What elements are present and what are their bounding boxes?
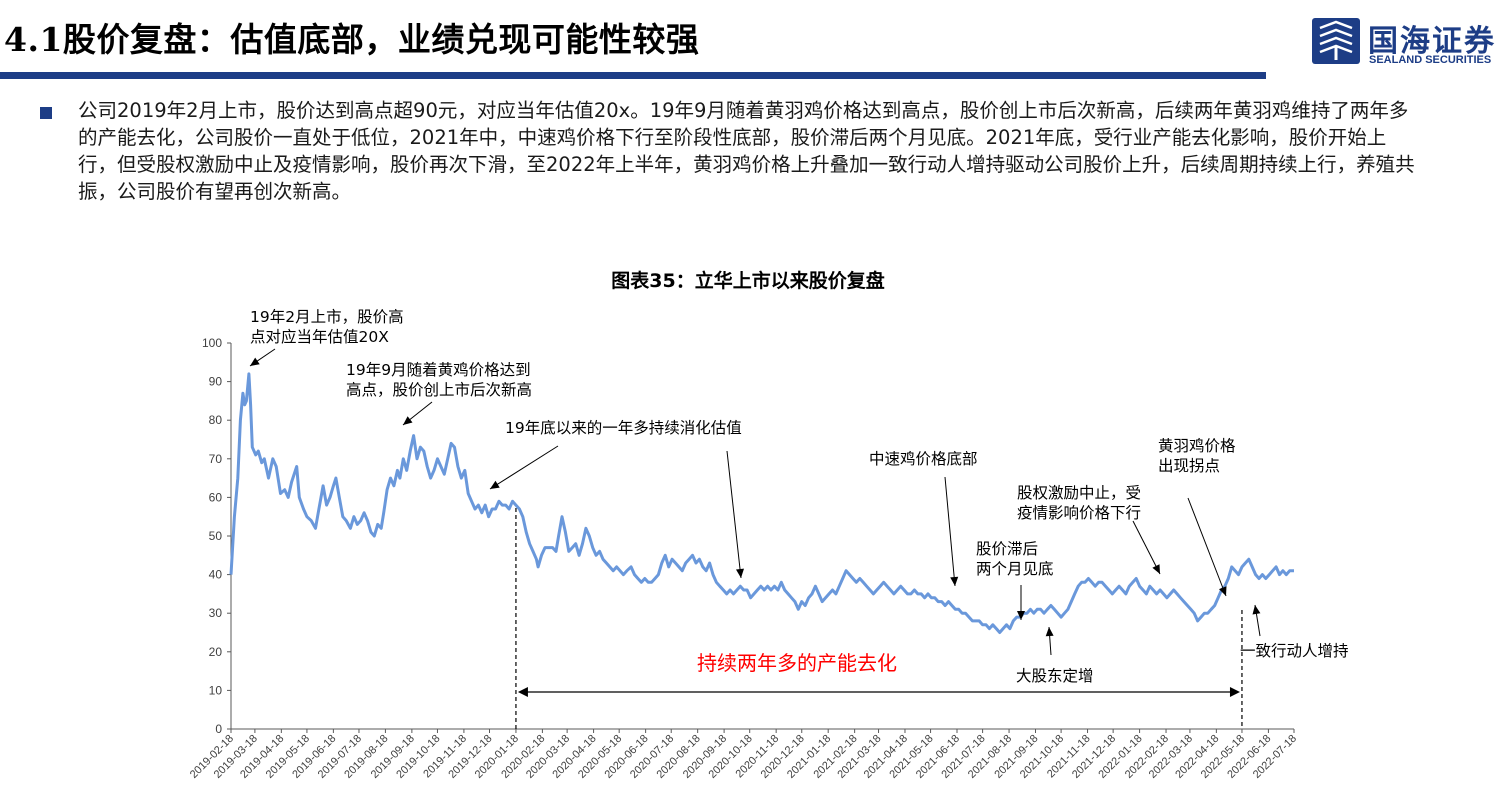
logo-chinese-text: 国海证券: [1368, 24, 1496, 59]
y-tick-label: 100: [202, 336, 222, 350]
summary-paragraph: 公司2019年2月上市，股价达到高点超90元，对应当年估值20x。19年9月随着…: [78, 99, 1415, 203]
y-tick-label: 60: [209, 490, 223, 504]
annotation-line: 中速鸡价格底部: [869, 450, 978, 468]
annotation-arrow-line: [1187, 497, 1227, 597]
y-tick-label: 40: [209, 568, 223, 582]
annotation-arrow-line: [489, 445, 559, 490]
bullet-icon: [40, 107, 52, 119]
annotation-line: 两个月见底: [976, 560, 1054, 578]
y-tick-label: 20: [209, 645, 223, 659]
annotation-line: 一致行动人增持: [1240, 642, 1349, 660]
span-arrow-right-head: [1229, 687, 1240, 697]
annotation-label: 股价滞后两个月见底: [976, 540, 1054, 578]
y-tick-label: 90: [209, 375, 223, 389]
annotation-line: 大股东定增: [1016, 667, 1094, 685]
annotation-arrow-head: [1045, 627, 1054, 637]
annotation-arrow-head: [1017, 611, 1025, 620]
annotation-label: 黄羽鸡价格出现拐点: [1158, 437, 1236, 475]
annotation-arrow-head: [736, 568, 744, 578]
annotation-label: 19年底以来的一年多持续消化估值: [505, 419, 742, 437]
span-arrow-left-head: [517, 687, 528, 697]
price-series-line: [229, 372, 1294, 634]
annotation-label: 股权激励中止，受疫情影响价格下行: [1017, 484, 1141, 522]
annotation-line: 股权激励中止，受: [1017, 484, 1141, 502]
annotation-label: 一致行动人增持: [1240, 642, 1349, 660]
annotation-line: 点对应当年估值20X: [250, 327, 389, 346]
annotation-arrow-head: [403, 416, 413, 425]
annotation-arrow-line: [944, 476, 956, 587]
annotation-line: 黄羽鸡价格: [1158, 437, 1236, 455]
company-logo: 国海证券 SEALAND SECURITIES: [1312, 16, 1496, 68]
annotation-line: 股价滞后: [976, 540, 1038, 558]
annotation-label: 大股东定增: [1016, 667, 1094, 685]
y-tick-label: 80: [209, 413, 223, 427]
annotation-arrow-head: [1219, 586, 1227, 596]
annotation-arrow-head: [1252, 605, 1261, 615]
annotation-line: 出现拐点: [1158, 457, 1220, 475]
annotation-line: 19年底以来的一年多持续消化估值: [505, 419, 742, 437]
annotation-arrow-line: [726, 450, 742, 579]
annotation-line: 持续两年多的产能去化: [697, 651, 897, 675]
annotation-arrow-line: [1132, 520, 1161, 575]
annotation-label: 19年2月上市，股价高点对应当年估值20X: [250, 308, 404, 346]
y-tick-label: 50: [209, 529, 223, 543]
annotation-label: 19年9月随着黄鸡价格达到高点，股价创上市后次新高: [346, 361, 532, 399]
annotation-label: 中速鸡价格底部: [869, 450, 978, 468]
annotation-arrow-head: [490, 480, 500, 489]
y-tick-label: 0: [215, 722, 222, 736]
annotation-line: 疫情影响价格下行: [1017, 504, 1141, 522]
sealand-logo-icon: [1312, 18, 1360, 64]
annotation-line: 19年9月随着黄鸡价格达到: [346, 361, 531, 379]
y-tick-label: 10: [209, 683, 223, 697]
annotation-arrow-head: [950, 576, 959, 586]
annotation-line: 19年2月上市，股价高: [250, 308, 404, 326]
page-title: 4.1股价复盘：估值底部，业绩兑现可能性较强: [4, 20, 700, 59]
chart-title: 图表35：立华上市以来股价复盘: [611, 270, 885, 292]
annotation-arrow-head: [250, 357, 260, 366]
logo-english-text: SEALAND SECURITIES: [1369, 54, 1492, 66]
annotation-label: 持续两年多的产能去化: [697, 651, 897, 675]
y-tick-label: 70: [209, 452, 223, 466]
header-rule: [0, 72, 1266, 79]
annotation-arrow-head: [1152, 564, 1160, 574]
annotation-line: 高点，股价创上市后次新高: [346, 381, 532, 399]
y-tick-label: 30: [209, 606, 223, 620]
